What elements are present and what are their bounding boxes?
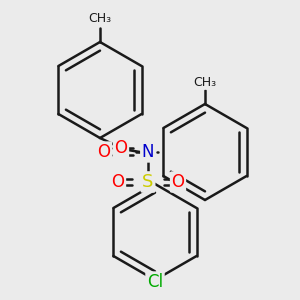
Text: O: O bbox=[172, 173, 184, 191]
Text: Cl: Cl bbox=[147, 273, 163, 291]
Text: S: S bbox=[142, 173, 154, 191]
Text: O: O bbox=[112, 173, 124, 191]
Text: N: N bbox=[142, 143, 154, 161]
Text: O: O bbox=[115, 139, 128, 157]
Text: CH₃: CH₃ bbox=[194, 76, 217, 88]
Text: CH₃: CH₃ bbox=[88, 13, 112, 26]
Text: O: O bbox=[98, 143, 110, 161]
